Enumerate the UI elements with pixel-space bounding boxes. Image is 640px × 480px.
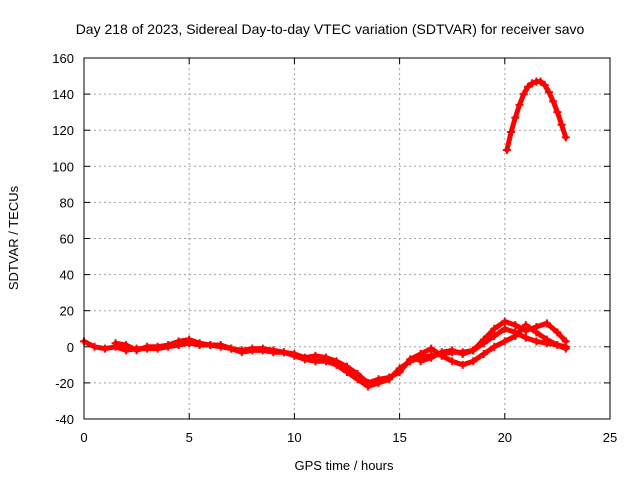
data-point	[458, 360, 467, 369]
x-tick-label: 0	[80, 430, 87, 445]
data-point	[395, 368, 404, 377]
data-point	[469, 346, 478, 355]
data-point	[557, 120, 566, 129]
data-point	[279, 348, 288, 357]
x-tick-label: 5	[186, 430, 193, 445]
x-tick-label: 15	[392, 430, 406, 445]
y-tick-label: -20	[55, 376, 74, 391]
y-tick-label: 140	[52, 87, 74, 102]
data-point	[437, 348, 446, 357]
data-point	[90, 342, 99, 351]
data-point	[523, 82, 532, 91]
data-point	[532, 337, 541, 346]
y-tick-label: 80	[60, 195, 74, 210]
data-point	[500, 324, 509, 333]
x-tick-label: 10	[287, 430, 301, 445]
x-tick-label: 25	[603, 430, 617, 445]
data-point	[195, 339, 204, 348]
y-tick-label: 20	[60, 304, 74, 319]
data-point	[521, 333, 530, 342]
data-point	[542, 319, 551, 328]
y-axis-label: SDTVAR / TECUs	[6, 185, 21, 290]
data-point	[448, 357, 457, 366]
data-point	[416, 357, 425, 366]
data-point	[364, 378, 373, 387]
data-point	[164, 340, 173, 349]
data-point	[561, 337, 570, 346]
data-point	[174, 337, 183, 346]
data-point	[185, 335, 194, 344]
data-point	[500, 317, 509, 326]
data-point	[153, 342, 162, 351]
data-point	[332, 357, 341, 366]
data-point	[511, 113, 520, 122]
data-point	[406, 355, 415, 364]
data-point	[458, 350, 467, 359]
data-point	[427, 353, 436, 362]
data-point	[290, 350, 299, 359]
data-point	[521, 326, 530, 335]
data-series	[80, 77, 570, 391]
data-point	[536, 77, 545, 86]
data-point	[216, 340, 225, 349]
data-point	[132, 346, 141, 355]
data-point	[502, 146, 511, 155]
data-point	[540, 81, 549, 90]
data-point	[561, 133, 570, 142]
x-tick-label: 20	[498, 430, 512, 445]
data-point	[479, 335, 488, 344]
data-point	[353, 369, 362, 378]
data-point	[122, 340, 131, 349]
data-point	[507, 128, 516, 137]
data-point	[490, 331, 499, 340]
data-point	[385, 373, 394, 382]
data-point	[300, 353, 309, 362]
data-point	[427, 344, 436, 353]
data-point	[511, 321, 520, 330]
y-tick-label: 120	[52, 123, 74, 138]
data-point	[553, 108, 562, 117]
data-point	[237, 348, 246, 357]
data-point	[101, 344, 110, 353]
data-point	[143, 342, 152, 351]
y-tick-label: 0	[67, 340, 74, 355]
data-point	[343, 362, 351, 371]
data-point	[553, 328, 562, 337]
y-tick-label: 160	[52, 51, 74, 66]
x-axis-label: GPS time / hours	[295, 458, 394, 473]
data-point	[416, 350, 425, 359]
data-point	[542, 335, 551, 344]
data-point	[519, 90, 528, 99]
data-point	[448, 346, 457, 355]
data-point	[500, 337, 509, 346]
data-point	[269, 348, 278, 357]
data-point	[374, 375, 383, 384]
y-tick-label: -40	[55, 412, 74, 427]
data-point	[321, 353, 330, 362]
y-tick-label: 100	[52, 159, 74, 174]
data-point	[515, 100, 524, 109]
data-point	[479, 350, 488, 359]
data-point	[258, 346, 267, 355]
data-point	[528, 79, 537, 88]
y-tick-label: 60	[60, 232, 74, 247]
data-point	[532, 322, 541, 331]
data-point	[311, 351, 320, 360]
axis-ticks: -40 -20 0 20 40 60 80 100 120 140 160 0 5 10 15 20 25	[52, 51, 617, 445]
data-point	[227, 344, 236, 353]
data-point	[206, 340, 215, 349]
chart-title: Day 218 of 2023, Sidereal Day-to-day VTE…	[76, 21, 585, 37]
data-point	[549, 97, 558, 106]
data-point	[561, 344, 570, 353]
data-point	[553, 340, 562, 349]
data-point	[248, 346, 257, 355]
data-point	[469, 357, 478, 366]
data-point	[490, 324, 499, 333]
y-tick-label: 40	[60, 268, 74, 283]
data-point	[511, 331, 520, 340]
data-point	[111, 339, 120, 348]
data-point	[544, 88, 553, 97]
data-point	[490, 342, 499, 351]
